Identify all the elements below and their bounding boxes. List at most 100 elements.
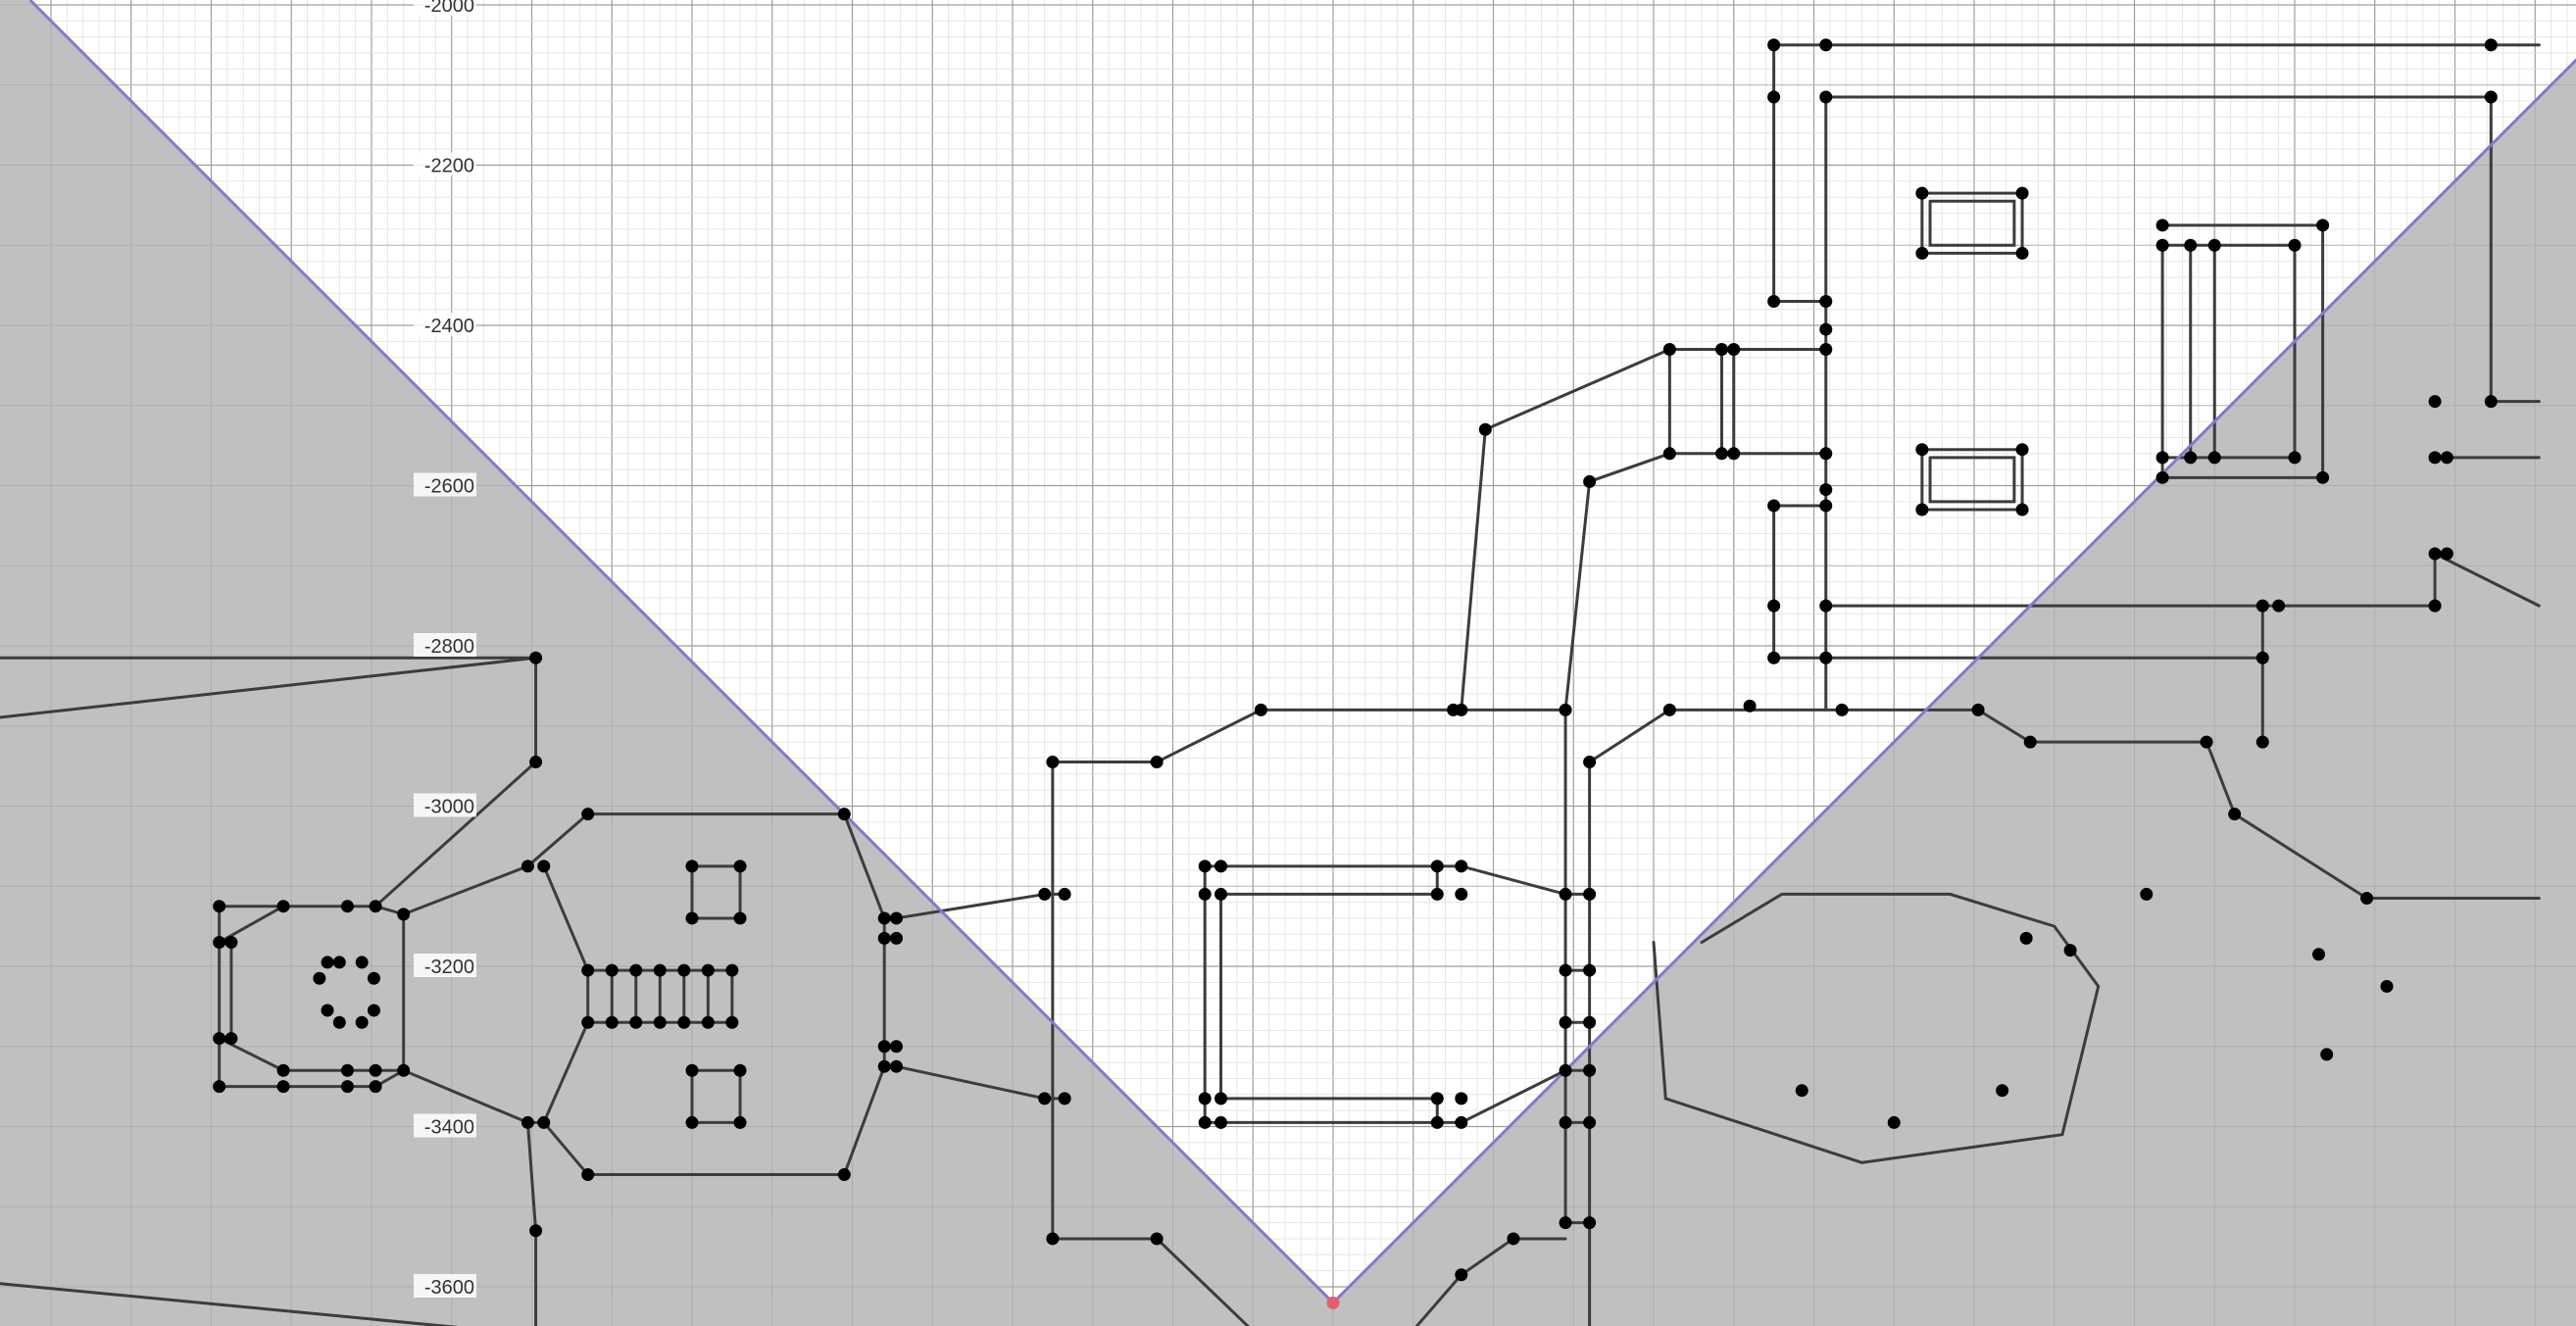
graph-vertex: [581, 808, 595, 821]
graph-vertex: [313, 971, 326, 985]
graph-vertex: [367, 971, 380, 985]
tick-label-background: [414, 0, 476, 16]
graph-vertex: [2428, 599, 2442, 613]
graph-vertex: [2140, 887, 2154, 901]
graph-vertex: [1915, 443, 1929, 457]
graph-vertex: [355, 1015, 369, 1029]
graph-vertex: [1214, 1115, 1228, 1129]
graph-vertex: [2255, 599, 2269, 613]
graph-vertex: [1743, 699, 1757, 712]
graph-vertex: [1430, 859, 1444, 873]
graph-edge: [1203, 864, 1567, 1124]
graph-vertex: [1559, 887, 1572, 901]
graph-vertex: [2255, 651, 2269, 664]
graph-vertex: [1819, 447, 1833, 461]
graph-vertex: [1150, 1232, 1164, 1246]
graph-vertex: [2428, 395, 2442, 409]
graph-vertex: [1150, 756, 1164, 769]
graph-edge: [1928, 456, 2016, 504]
graph-vertex: [369, 1063, 382, 1077]
graph-vertex: [1767, 294, 1781, 308]
graph-vertex: [1714, 343, 1728, 357]
graph-vertex: [529, 756, 543, 769]
graph-vertex: [1198, 887, 1212, 901]
graph-vertex: [1727, 343, 1741, 357]
boundary-line-right: [1331, 58, 2576, 1304]
graph-edge: [894, 892, 1047, 920]
graph-vertex: [733, 911, 747, 925]
graph-vertex: [2015, 186, 2029, 200]
graph-vertex: [2015, 443, 2029, 457]
graph-vertex: [1819, 322, 1833, 336]
graph-vertex: [1455, 1268, 1468, 1282]
graph-vertex: [2316, 219, 2330, 232]
graph-vertex: [2360, 892, 2374, 906]
graph-vertex: [701, 1015, 715, 1029]
graph-vertex: [355, 956, 369, 969]
graph-edge: [894, 1064, 1047, 1101]
graph-edge: [2160, 243, 2297, 460]
graph-vertex: [1058, 1092, 1071, 1105]
graph-edge: [1652, 892, 2101, 1164]
graph-vertex: [1430, 1092, 1444, 1105]
graph-vertex: [629, 1015, 643, 1029]
graph-vertex: [889, 1059, 903, 1073]
graph-vertex: [2228, 808, 2242, 821]
graph-vertex: [1455, 1092, 1468, 1105]
graph-vertex: [725, 1015, 739, 1029]
graph-vertex: [1447, 703, 1461, 716]
graph-vertex: [1727, 447, 1741, 461]
graph-vertex: [605, 963, 619, 977]
graph-vertex: [213, 1032, 226, 1046]
tick-label-background: [414, 472, 476, 497]
graph-vertex: [2207, 451, 2221, 465]
tick-label-background: [414, 633, 476, 657]
y-tick-label: -3400: [424, 1117, 474, 1139]
graph-vertex: [677, 1015, 691, 1029]
graph-vertex: [2428, 547, 2442, 561]
graph-vertex: [1795, 1084, 1808, 1098]
graph-vertex: [685, 1115, 699, 1129]
graph-vertex: [2272, 599, 2286, 613]
graph-vertex: [1214, 859, 1228, 873]
graph-vertex: [2255, 735, 2269, 749]
graph-vertex: [1198, 1092, 1212, 1105]
graph-vertex: [2312, 948, 2326, 961]
graph-vertex: [1559, 1063, 1572, 1077]
graph-edge: [2160, 223, 2325, 479]
graph-vertex: [677, 963, 691, 977]
graph-vertex: [1767, 599, 1781, 613]
graph-edge: [2433, 552, 2541, 608]
graph-vertex: [332, 956, 346, 969]
graph-vertex: [1819, 343, 1833, 357]
graph-vertex: [2428, 451, 2442, 465]
graph-vertex: [1915, 503, 1929, 516]
graph-vertex: [2184, 451, 2198, 465]
graph-vertex: [877, 911, 891, 925]
graph-vertex: [1971, 703, 1985, 716]
graph-vertex: [2207, 238, 2221, 252]
graph-vertex: [605, 1015, 619, 1029]
graph-edge: [402, 1068, 538, 1326]
graph-edge: [1563, 452, 1828, 712]
graph-vertex: [1835, 703, 1849, 716]
graph-vertex: [725, 963, 739, 977]
graph-vertex: [1455, 859, 1468, 873]
graph-vertex: [1583, 474, 1597, 488]
graph-vertex: [213, 900, 226, 913]
y-tick-label: -2600: [424, 476, 474, 498]
graph-vertex: [1767, 38, 1781, 52]
graph-vertex: [367, 1004, 380, 1017]
graph-vertex: [2380, 979, 2394, 993]
graph-vertex: [1046, 1232, 1060, 1246]
graph-vertex: [2015, 503, 2029, 516]
graph-vertex: [1559, 963, 1572, 977]
graph-vertex: [1819, 38, 1833, 52]
graph-vertex: [276, 1080, 290, 1094]
graph-vertex: [397, 1063, 411, 1077]
graph-vertex: [733, 1063, 747, 1077]
graph-vertex: [837, 1168, 851, 1182]
boundary-line-left: [28, 0, 1335, 1304]
graph-vertex: [733, 859, 747, 873]
